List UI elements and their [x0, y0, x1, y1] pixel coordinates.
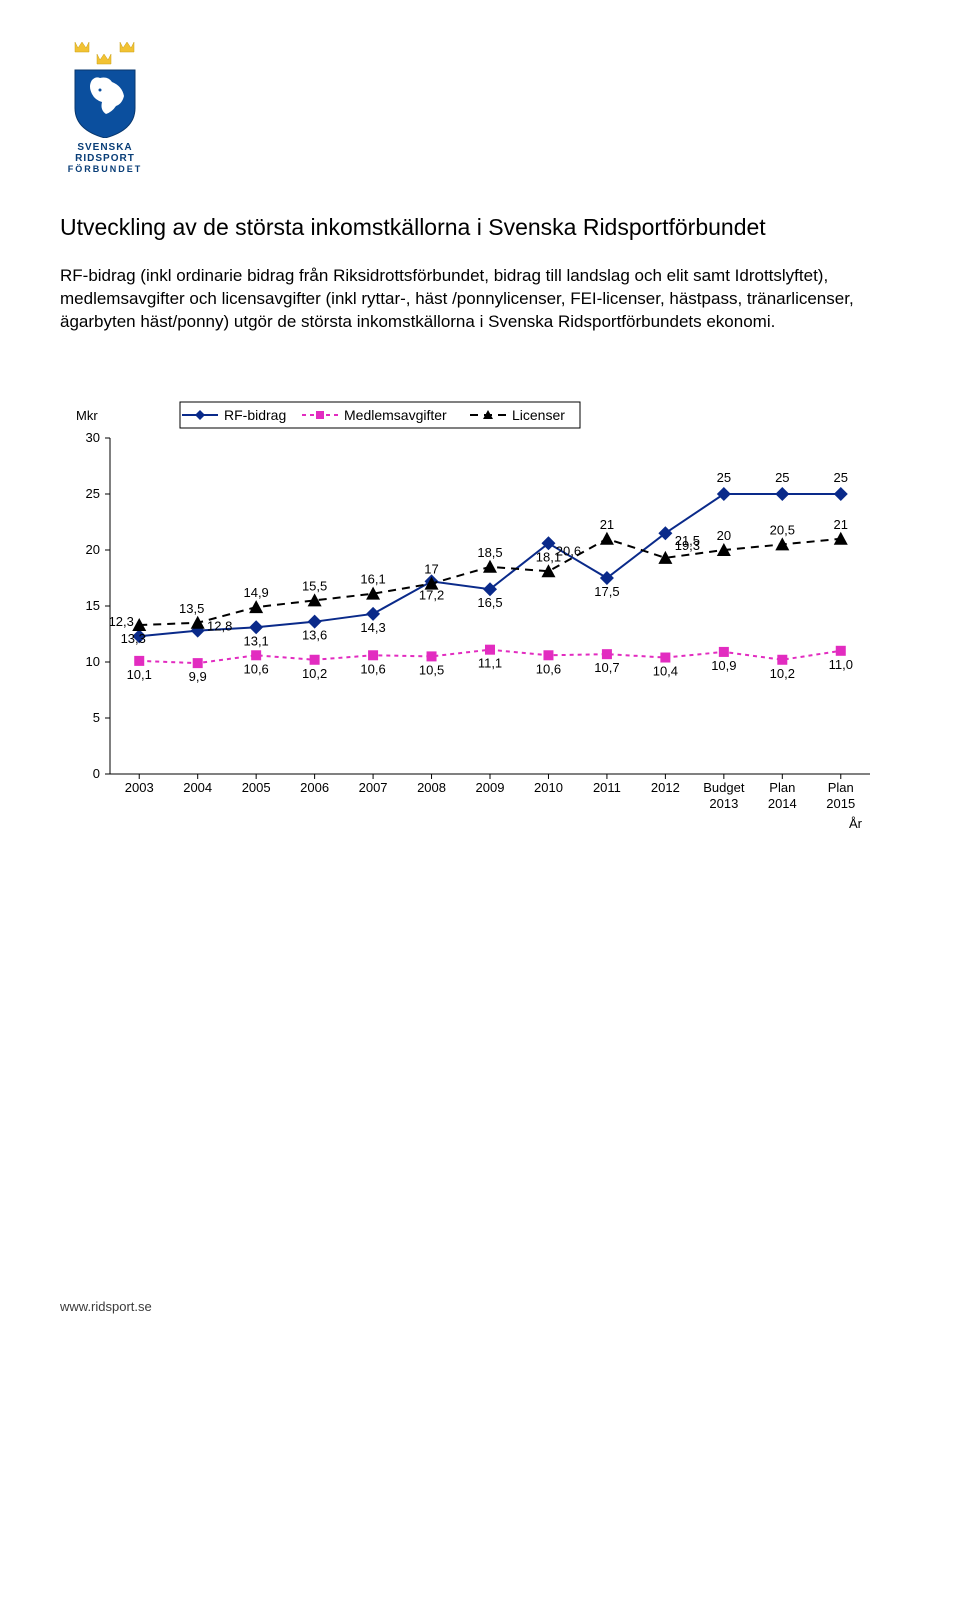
- svg-text:21: 21: [600, 517, 614, 532]
- svg-text:2005: 2005: [242, 780, 271, 795]
- svg-text:Plan: Plan: [769, 780, 795, 795]
- svg-text:10,5: 10,5: [419, 662, 444, 677]
- svg-text:10,4: 10,4: [653, 663, 678, 678]
- svg-text:20: 20: [86, 542, 100, 557]
- svg-text:19,3: 19,3: [675, 538, 700, 553]
- intro-paragraph: RF-bidrag (inkl ordinarie bidrag från Ri…: [60, 265, 880, 334]
- svg-text:30: 30: [86, 430, 100, 445]
- svg-text:10,6: 10,6: [360, 661, 385, 676]
- svg-text:2003: 2003: [125, 780, 154, 795]
- logo-text: SVENSKA RIDSPORT FÖRBUNDET: [60, 142, 150, 174]
- svg-text:2010: 2010: [534, 780, 563, 795]
- svg-text:10,6: 10,6: [536, 661, 561, 676]
- svg-text:10,2: 10,2: [302, 666, 327, 681]
- svg-text:17: 17: [424, 561, 438, 576]
- svg-text:10,1: 10,1: [127, 667, 152, 682]
- footer-url: www.ridsport.se: [60, 1299, 900, 1314]
- svg-text:2015: 2015: [826, 796, 855, 811]
- svg-text:15,5: 15,5: [302, 578, 327, 593]
- svg-text:10,6: 10,6: [243, 661, 268, 676]
- svg-text:10,7: 10,7: [594, 660, 619, 675]
- svg-text:12,3: 12,3: [109, 614, 134, 629]
- svg-text:5: 5: [93, 710, 100, 725]
- logo-line1: SVENSKA RIDSPORT: [75, 142, 135, 164]
- svg-text:13,1: 13,1: [243, 633, 268, 648]
- svg-text:21: 21: [834, 517, 848, 532]
- svg-text:11,1: 11,1: [478, 655, 502, 670]
- svg-text:25: 25: [86, 486, 100, 501]
- svg-text:16,5: 16,5: [477, 595, 502, 610]
- svg-text:2014: 2014: [768, 796, 797, 811]
- svg-text:15: 15: [86, 598, 100, 613]
- svg-text:17,2: 17,2: [419, 587, 444, 602]
- logo-svg: [60, 40, 150, 138]
- svg-text:13,6: 13,6: [302, 627, 327, 642]
- svg-text:RF-bidrag: RF-bidrag: [224, 407, 286, 423]
- svg-text:12,8: 12,8: [207, 618, 232, 633]
- svg-text:2007: 2007: [359, 780, 388, 795]
- svg-text:13,3: 13,3: [121, 631, 146, 646]
- svg-text:2012: 2012: [651, 780, 680, 795]
- svg-text:14,9: 14,9: [243, 585, 268, 600]
- svg-text:År: År: [849, 816, 863, 831]
- page-title: Utveckling av de största inkomstkällorna…: [60, 214, 900, 241]
- svg-text:10: 10: [86, 654, 100, 669]
- svg-text:16,1: 16,1: [360, 571, 385, 586]
- svg-text:2013: 2013: [709, 796, 738, 811]
- svg-text:2009: 2009: [476, 780, 505, 795]
- svg-text:10,9: 10,9: [711, 658, 736, 673]
- svg-text:18,1: 18,1: [536, 549, 561, 564]
- svg-text:2011: 2011: [593, 780, 621, 795]
- svg-text:9,9: 9,9: [189, 669, 207, 684]
- svg-text:20,5: 20,5: [770, 522, 795, 537]
- svg-text:14,3: 14,3: [360, 620, 385, 635]
- svg-text:Licenser: Licenser: [512, 407, 565, 423]
- svg-text:20: 20: [717, 528, 731, 543]
- svg-text:Budget: Budget: [703, 780, 745, 795]
- svg-text:13,5: 13,5: [179, 601, 204, 616]
- svg-text:11,0: 11,0: [829, 657, 853, 672]
- svg-text:2006: 2006: [300, 780, 329, 795]
- svg-text:Plan: Plan: [828, 780, 854, 795]
- org-logo: SVENSKA RIDSPORT FÖRBUNDET: [60, 40, 900, 174]
- income-chart: Mkr 0 5 10 15 20 25 30 2003 2004 2005 2006 2007 2008 2…: [60, 394, 880, 839]
- logo-line2: FÖRBUNDET: [60, 164, 150, 174]
- chart-svg: Mkr 0 5 10 15 20 25 30 2003 2004 2005 2006 2007 2008 2…: [60, 394, 880, 834]
- svg-text:25: 25: [775, 470, 789, 485]
- svg-text:25: 25: [717, 470, 731, 485]
- svg-text:17,5: 17,5: [594, 584, 619, 599]
- svg-text:Medlemsavgifter: Medlemsavgifter: [344, 407, 447, 423]
- svg-text:10,2: 10,2: [770, 666, 795, 681]
- svg-text:2008: 2008: [417, 780, 446, 795]
- svg-text:Mkr: Mkr: [76, 408, 98, 423]
- svg-text:0: 0: [93, 766, 100, 781]
- svg-text:18,5: 18,5: [477, 545, 502, 560]
- svg-text:2004: 2004: [183, 780, 212, 795]
- svg-text:25: 25: [834, 470, 848, 485]
